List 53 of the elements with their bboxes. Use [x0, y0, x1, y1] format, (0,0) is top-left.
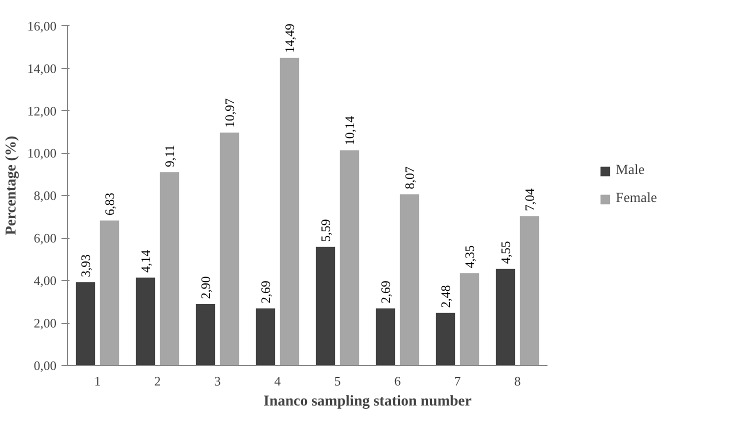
x-tick-label: 4 [274, 374, 282, 388]
x-tick-label: 8 [514, 374, 521, 388]
data-label: 4,14 [138, 249, 153, 273]
data-label: 7,04 [522, 188, 537, 212]
y-tick-label: 0,00 [34, 358, 56, 373]
data-label: 8,07 [402, 166, 417, 190]
x-tick-label: 6 [394, 374, 402, 388]
data-label: 5,59 [318, 219, 333, 242]
data-label: 3,93 [78, 254, 93, 278]
data-label: 4,55 [498, 241, 513, 264]
x-tick-label: 7 [454, 374, 462, 388]
data-label: 2,48 [438, 285, 453, 308]
bar [100, 220, 120, 366]
data-label: 10,97 [222, 98, 237, 128]
bar [316, 246, 336, 366]
x-tick-label: 5 [334, 374, 341, 388]
data-label: 2,90 [198, 276, 213, 299]
x-tick-label: 2 [154, 374, 161, 388]
data-label: 4,35 [462, 245, 477, 268]
data-label: 14,49 [282, 24, 297, 53]
bar [460, 273, 480, 366]
y-axis-title: Percentage (%) [3, 136, 20, 236]
x-tick-label: 1 [94, 374, 101, 388]
bar [280, 58, 300, 366]
data-label: 9,11 [162, 144, 177, 168]
data-label: 2,69 [258, 280, 273, 304]
y-tick-label: 8,00 [34, 188, 56, 204]
x-axis-title: Inanco sampling station number [264, 394, 472, 410]
bar [400, 194, 420, 366]
x-tick-label: 3 [214, 374, 221, 388]
y-tick-label: 6,00 [34, 230, 56, 246]
bar [220, 132, 240, 366]
y-tick-label: 14,00 [27, 60, 56, 76]
y-tick-label: 4,00 [34, 273, 56, 288]
bar [520, 216, 540, 366]
y-tick-label: 12,00 [27, 103, 56, 118]
data-label: 2,69 [378, 280, 393, 304]
bar [256, 308, 276, 366]
bar [76, 282, 96, 366]
y-tick-label: 2,00 [34, 316, 56, 331]
data-label: 10,14 [342, 116, 357, 146]
bar [436, 312, 456, 366]
legend-label: Female [616, 191, 657, 207]
bar [136, 278, 156, 366]
y-tick-label: 10,00 [27, 146, 56, 161]
bar [196, 304, 216, 366]
bar [340, 150, 360, 366]
y-tick-label: 16,00 [27, 18, 56, 34]
data-label: 6,83 [102, 192, 117, 216]
legend-label: Male [616, 163, 645, 179]
bar [160, 172, 180, 366]
bar [496, 268, 516, 366]
bar [376, 308, 396, 366]
